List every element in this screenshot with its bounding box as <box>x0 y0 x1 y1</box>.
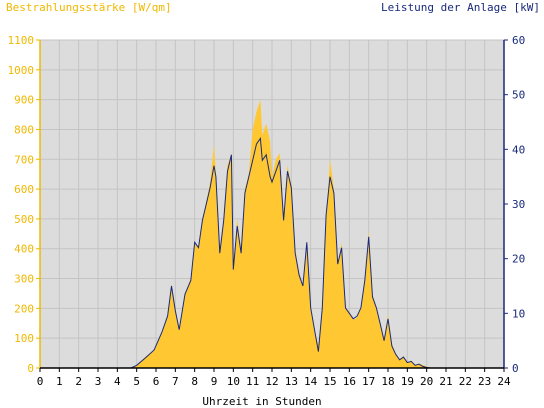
right-tick-label: 50 <box>512 89 525 102</box>
left-tick-label: 500 <box>14 213 34 226</box>
left-tick-label: 0 <box>27 362 34 375</box>
left-tick-label: 400 <box>14 243 34 256</box>
x-tick-label: 0 <box>37 375 44 388</box>
left-tick-label: 200 <box>14 302 34 315</box>
x-tick-label: 7 <box>172 375 179 388</box>
x-tick-label: 9 <box>211 375 218 388</box>
x-tick-label: 20 <box>420 375 433 388</box>
right-tick-label: 40 <box>512 143 525 156</box>
series-layer <box>40 99 504 369</box>
right-axis-ticks: 0 10 20 30 40 50 60 <box>504 34 525 375</box>
x-tick-label: 18 <box>381 375 394 388</box>
right-tick-label: 60 <box>512 34 525 47</box>
left-tick-label: 1100 <box>8 34 35 47</box>
x-axis-title: Uhrzeit in Stunden <box>202 395 321 408</box>
left-tick-label: 900 <box>14 94 34 107</box>
left-tick-label: 1000 <box>8 64 35 77</box>
right-tick-label: 20 <box>512 253 525 266</box>
left-tick-label: 800 <box>14 123 34 136</box>
right-tick-label: 30 <box>512 198 525 211</box>
x-axis-ticks: 0 1 2 3 4 5 6 7 8 9 10 11 12 13 14 15 16 17 18 19 20 21 22 23 24 <box>37 368 511 388</box>
left-tick-label: 700 <box>14 153 34 166</box>
x-tick-label: 4 <box>114 375 121 388</box>
x-tick-label: 5 <box>133 375 140 388</box>
x-tick-label: 15 <box>323 375 336 388</box>
right-axis-title: Leistung der Anlage [kW] <box>381 1 540 14</box>
x-tick-label: 10 <box>227 375 240 388</box>
left-tick-label: 100 <box>14 332 34 345</box>
x-tick-label: 23 <box>478 375 491 388</box>
power-line <box>40 136 504 369</box>
left-tick-label: 300 <box>14 273 34 286</box>
x-tick-label: 11 <box>246 375 259 388</box>
x-tick-label: 3 <box>95 375 102 388</box>
x-tick-label: 6 <box>153 375 160 388</box>
x-tick-label: 21 <box>439 375 452 388</box>
x-tick-label: 13 <box>285 375 298 388</box>
irradiance-area <box>40 99 504 368</box>
x-tick-label: 19 <box>401 375 414 388</box>
left-axis-ticks: 0 100 200 300 400 500 600 700 800 900 1000 1100 <box>8 34 40 375</box>
left-axis-title: Bestrahlungsstärke [W/qm] <box>6 1 172 14</box>
x-tick-label: 22 <box>459 375 472 388</box>
right-tick-label: 0 <box>512 362 519 375</box>
x-tick-label: 2 <box>75 375 82 388</box>
x-tick-label: 16 <box>343 375 356 388</box>
x-tick-label: 14 <box>304 375 318 388</box>
x-tick-label: 1 <box>56 375 63 388</box>
x-tick-label: 24 <box>497 375 511 388</box>
x-tick-label: 17 <box>362 375 375 388</box>
x-tick-label: 8 <box>191 375 198 388</box>
left-tick-label: 600 <box>14 183 34 196</box>
right-tick-label: 10 <box>512 307 525 320</box>
x-tick-label: 12 <box>265 375 278 388</box>
